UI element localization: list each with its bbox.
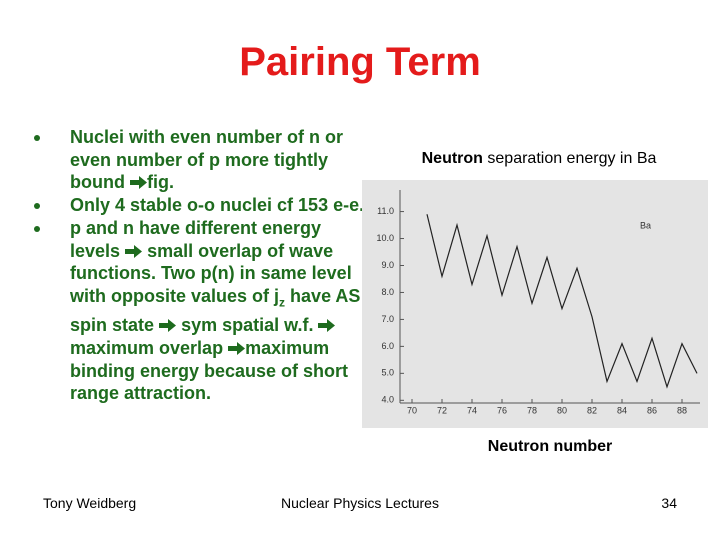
bullet-text: sym spatial w.f. (181, 315, 314, 336)
y-tick-label: 9.0 (381, 260, 394, 270)
x-tick-label: 70 (407, 405, 417, 415)
chart-title-bold: Neutron (421, 150, 483, 167)
x-tick-label: 82 (587, 405, 597, 415)
chart-title: Neutron separation energy in Ba (380, 150, 698, 168)
bullet-text: Only 4 stable o-o nuclei cf 153 e-e. (70, 195, 365, 216)
y-tick-label: 5.0 (381, 368, 394, 378)
bullet: p and n have different energy levels sma… (34, 217, 370, 405)
arrow-icon (125, 244, 143, 258)
chart-title-rest: separation energy in Ba (487, 150, 657, 167)
bullet-text: p and n have different energy levels (70, 217, 322, 261)
arrow-icon (318, 319, 336, 333)
footer-author: Tony Weidberg (43, 495, 137, 511)
y-tick-label: 7.0 (381, 314, 394, 324)
bullet-text: have AS spin state (70, 285, 361, 336)
scan-background (362, 180, 708, 428)
y-tick-label: 8.0 (381, 287, 394, 297)
slide-title: Pairing Term (239, 40, 481, 84)
subscript: z (279, 295, 286, 310)
page-number: 34 (661, 495, 677, 511)
bullet-text: Nuclei with even number of n or even num… (70, 127, 344, 193)
arrow-icon (228, 341, 246, 355)
footer-center: Nuclear Physics Lectures (281, 495, 439, 511)
x-tick-label: 72 (437, 405, 447, 415)
y-tick-label: 6.0 (381, 341, 394, 351)
x-tick-label: 88 (677, 405, 687, 415)
bullet: Nuclei with even number of n or even num… (34, 126, 370, 194)
x-tick-label: 74 (467, 405, 477, 415)
y-tick-label: 11.0 (377, 206, 394, 216)
arrow-icon (159, 319, 177, 333)
bullet: Only 4 stable o-o nuclei cf 153 e-e. (34, 194, 370, 217)
y-tick-label: 10.0 (376, 233, 394, 243)
data-line (426, 214, 698, 389)
x-tick-label: 78 (527, 405, 537, 415)
x-tick-label: 76 (497, 405, 507, 415)
bullet-text: maximum overlap (70, 337, 224, 358)
x-tick-label: 84 (617, 405, 627, 415)
x-axis-label: Neutron number (487, 438, 613, 455)
bullet-text: maximum binding energy because of short … (70, 337, 349, 404)
chart: 4.0 5.0 6.0 7.0 8.0 9.0 10.0 11.0 70 72 74 76 78 80 82… (362, 180, 708, 428)
x-tick-label: 86 (647, 405, 657, 415)
bullet-list: Nuclei with even number of n or even num… (30, 126, 364, 405)
y-tick-label: 4.0 (381, 395, 394, 405)
bullet-text: fig. (147, 172, 174, 193)
bullet-text: small overlap of wave functions. Two p(n… (70, 240, 352, 306)
arrow-icon (130, 176, 147, 190)
annotation: Ba (640, 220, 651, 230)
x-tick-label: 80 (557, 405, 567, 415)
